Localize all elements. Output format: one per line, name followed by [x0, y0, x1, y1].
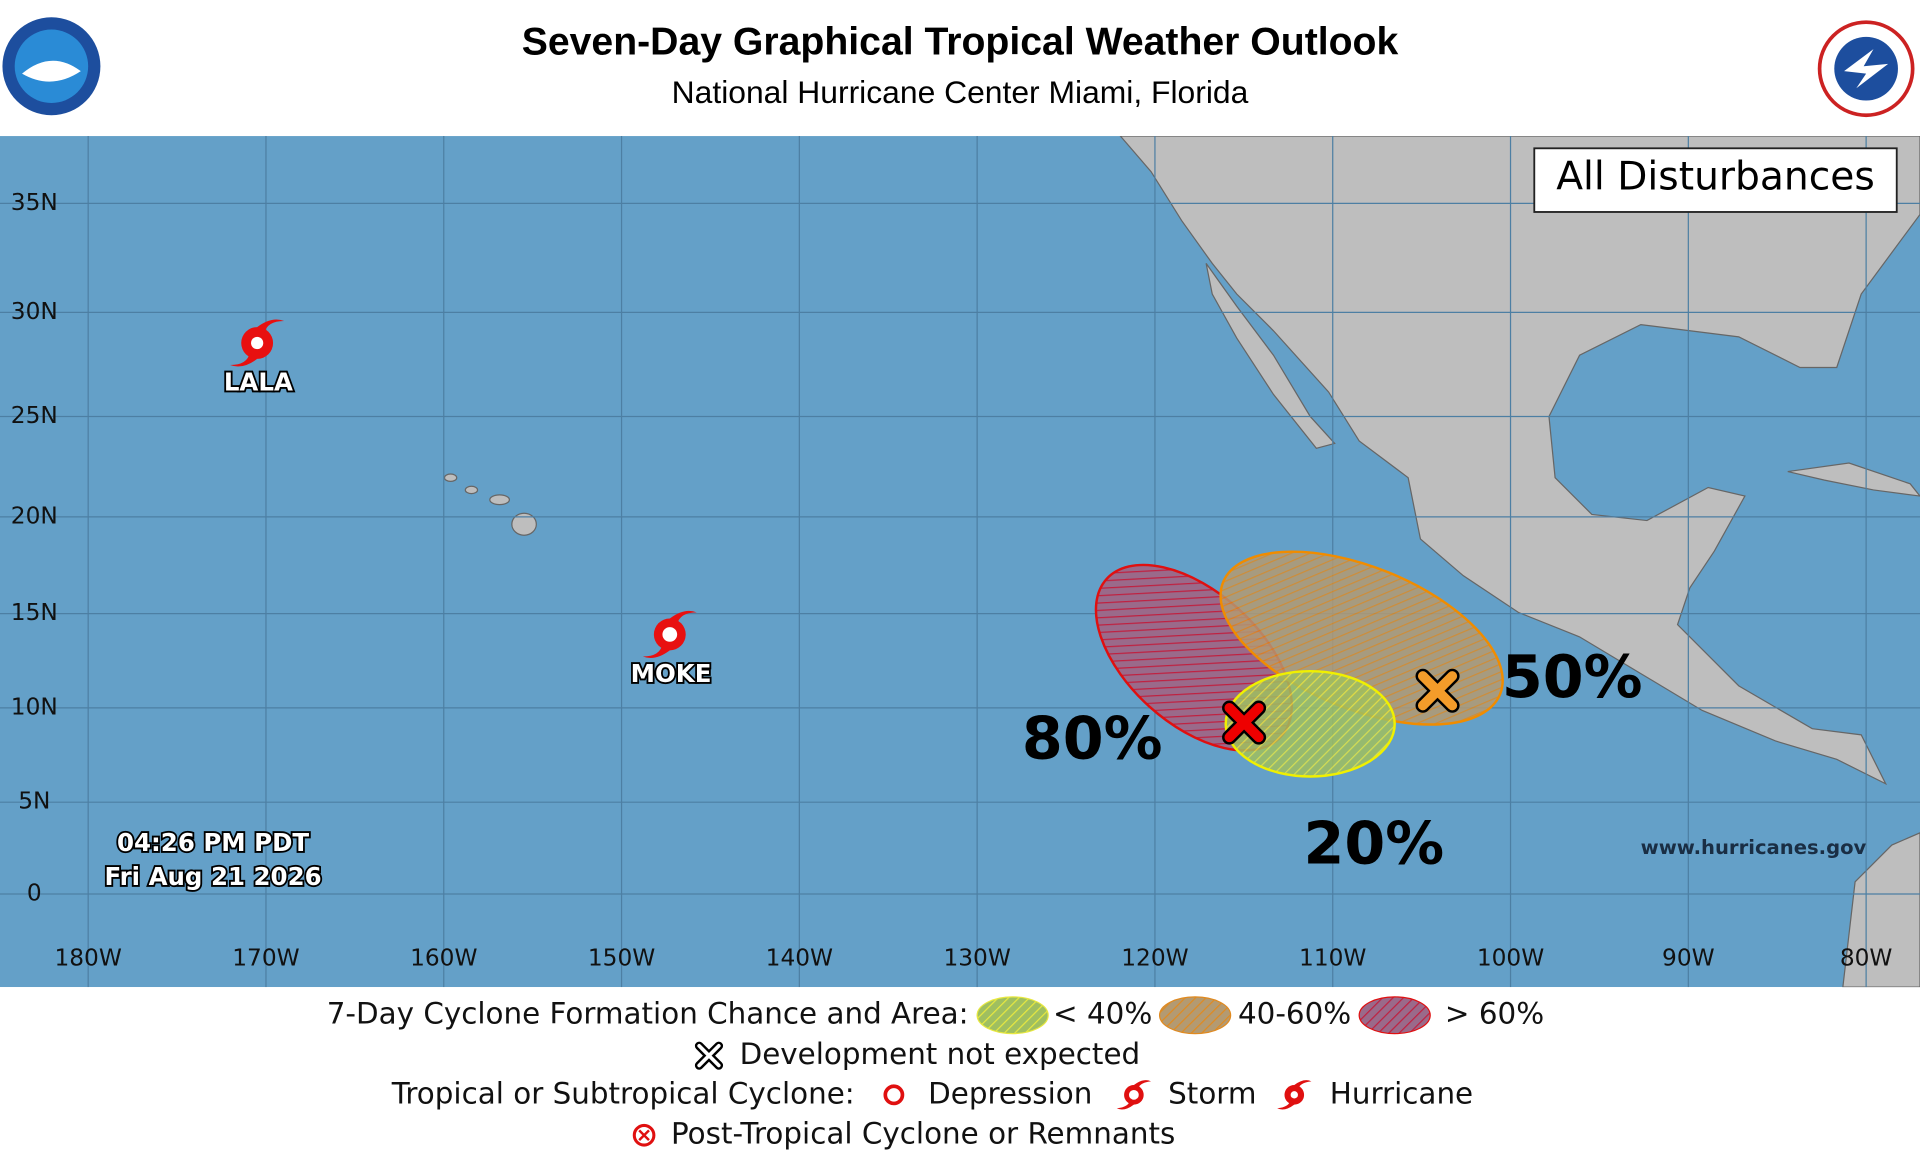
legend-depression: Depression	[928, 1076, 1092, 1110]
latitude-label: 0	[27, 880, 42, 907]
timestamp-time: 04:26 PM PDT	[117, 828, 309, 857]
longitude-label: 80W	[1840, 944, 1893, 971]
latitude-label: 25N	[11, 402, 58, 429]
cuba	[1787, 462, 1920, 497]
longitude-label: 160W	[410, 944, 477, 971]
north-america	[1119, 136, 1920, 786]
disturbance-x-high	[1224, 703, 1264, 743]
longitude-label: 140W	[766, 944, 833, 971]
website: www.hurricanes.gov	[1641, 836, 1867, 859]
subtitle: National Hurricane Center Miami, Florida	[672, 74, 1249, 110]
map: LALA MOKE 80% 50% 20% 04:26 PM PDT Fri A…	[0, 136, 1920, 988]
nws-logo	[1817, 20, 1915, 118]
longitude-label: 120W	[1121, 944, 1188, 971]
legend-formation-label: 7-Day Cyclone Formation Chance and Area:	[327, 997, 969, 1031]
panel-label-box	[1533, 147, 1898, 213]
noaa-logo	[2, 17, 101, 116]
legend-high: > 60%	[1445, 997, 1544, 1031]
latitude-label: 5N	[18, 788, 50, 815]
baja-california	[1205, 263, 1336, 450]
legend-cyclone-label: Tropical or Subtropical Cyclone:	[391, 1076, 855, 1110]
legend-storm-icon	[1116, 1080, 1152, 1110]
hurricane-symbol	[230, 319, 285, 367]
timestamp-date: Fri Aug 21 2026	[104, 862, 321, 891]
latitude-label: 35N	[11, 189, 58, 216]
legend-not-expected: Development not expected	[740, 1037, 1141, 1071]
legend-swatch-mid	[1158, 996, 1232, 1035]
legend-x-icon-inner	[697, 1044, 721, 1068]
hawaii	[443, 473, 537, 536]
legend-hurricane-icon	[1277, 1080, 1312, 1110]
latitude-label: 30N	[11, 298, 58, 325]
legend: 7-Day Cyclone Formation Chance and Area:…	[327, 996, 1544, 1151]
chance-label: 50%	[1502, 642, 1643, 711]
panel-label: All Disturbances	[1556, 154, 1875, 199]
storm-name: MOKE	[631, 659, 712, 688]
longitude-label: 110W	[1299, 944, 1366, 971]
longitude-label: 130W	[943, 944, 1010, 971]
legend-post-tropical: Post-Tropical Cyclone or Remnants	[671, 1117, 1175, 1151]
storm-name: LALA	[224, 367, 293, 396]
storm-symbol	[642, 610, 697, 658]
legend-swatch-low	[976, 996, 1049, 1035]
legend-post-tropical-icon	[632, 1123, 656, 1147]
legend-swatch-high	[1358, 996, 1431, 1035]
graticule	[0, 136, 1920, 988]
legend-storm: Storm	[1168, 1076, 1256, 1110]
legend-hurricane: Hurricane	[1330, 1076, 1473, 1110]
chance-label: 20%	[1304, 809, 1445, 878]
latitude-label: 15N	[11, 599, 58, 626]
legend-low: < 40%	[1053, 997, 1152, 1031]
longitude-label: 150W	[588, 944, 655, 971]
disturbance-area-low	[1224, 669, 1396, 778]
title: Seven-Day Graphical Tropical Weather Out…	[522, 21, 1399, 64]
latitude-label: 10N	[11, 693, 58, 720]
disturbance-x-mid	[1417, 671, 1458, 711]
longitude-label: 90W	[1662, 944, 1715, 971]
chance-label: 80%	[1022, 703, 1163, 772]
south-america	[1842, 832, 1920, 988]
legend-depression-icon	[883, 1084, 905, 1106]
longitude-label: 170W	[232, 944, 299, 971]
legend-mid: 40-60%	[1238, 997, 1351, 1031]
longitude-label: 100W	[1477, 944, 1544, 971]
latitude-label: 20N	[11, 502, 58, 529]
longitude-label: 180W	[54, 944, 121, 971]
